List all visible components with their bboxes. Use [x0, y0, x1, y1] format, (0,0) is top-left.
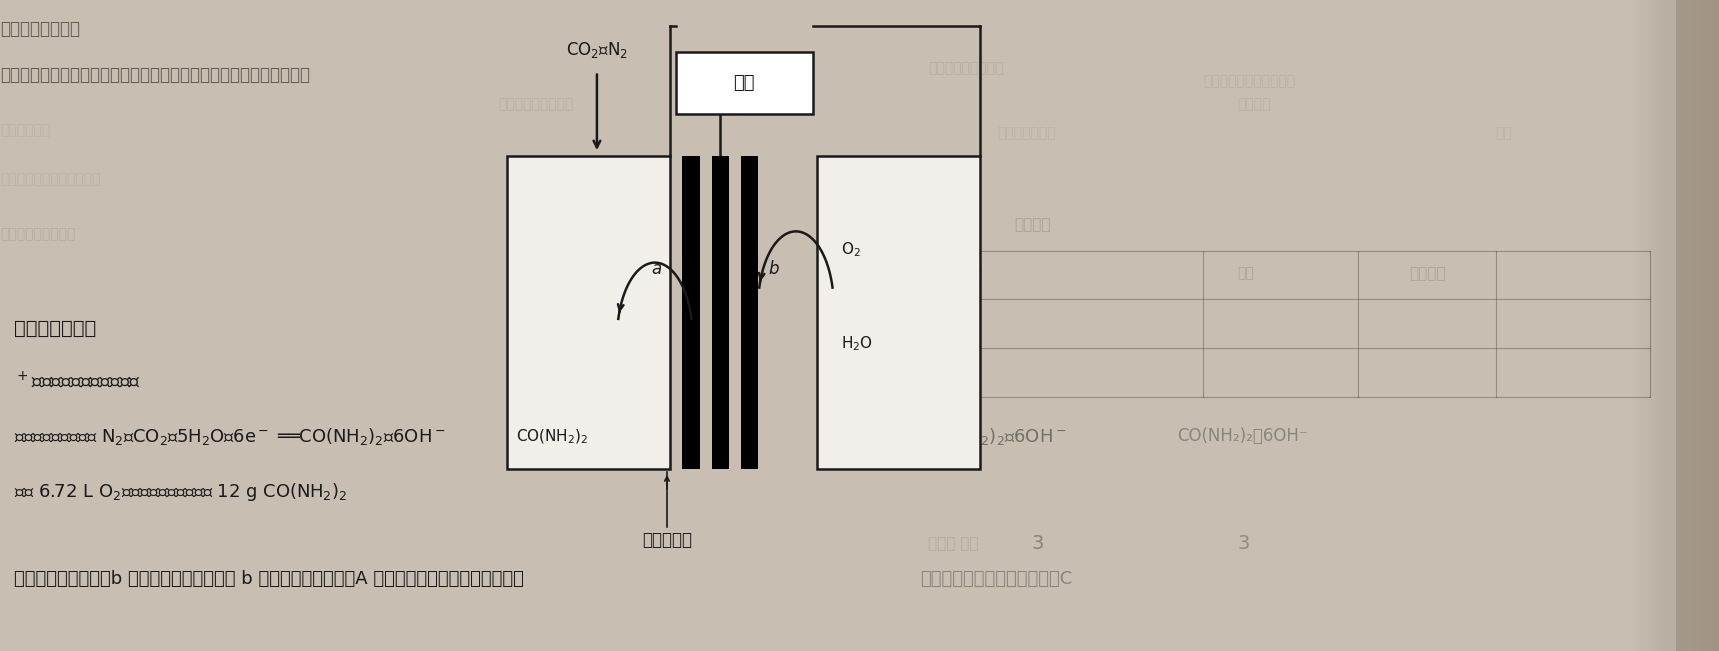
Text: a: a: [652, 260, 662, 278]
Bar: [1635, 0, 1671, 651]
Bar: [1702, 0, 1719, 651]
Bar: [1678, 0, 1714, 651]
Bar: [1650, 0, 1686, 651]
Bar: [1662, 0, 1698, 651]
Text: 小子弹类主初展尽内自动化: 小子弹类主初展尽内自动化: [0, 172, 100, 186]
Bar: [1695, 0, 1719, 651]
Text: H$_2$O: H$_2$O: [841, 335, 873, 353]
Bar: [1669, 0, 1705, 651]
Bar: [1652, 0, 1688, 651]
Text: 质子交换膜: 质子交换膜: [641, 531, 693, 549]
Bar: [676, 52, 813, 114]
Bar: [1683, 0, 1719, 651]
Bar: [1714, 0, 1719, 651]
Text: 中和战略的实现具有重要意义，电解原理如图所示。下列说法正确的是: 中和战略的实现具有重要意义，电解原理如图所示。下列说法正确的是: [0, 66, 309, 84]
Bar: [1633, 0, 1669, 651]
Text: 3: 3: [1238, 534, 1250, 553]
Text: 电极接电源负极: 电极接电源负极: [14, 319, 96, 339]
Bar: [1679, 0, 1716, 651]
Bar: [1667, 0, 1704, 651]
Bar: [1611, 0, 1647, 651]
Bar: [1599, 0, 1635, 651]
Bar: [712, 156, 729, 469]
Bar: [1666, 0, 1702, 651]
Text: 答案情况: 答案情况: [1410, 266, 1446, 281]
Text: 自动化小子弹: 自动化小子弹: [0, 123, 50, 137]
Bar: [1691, 0, 1719, 651]
Bar: [1709, 0, 1719, 651]
Bar: [682, 156, 700, 469]
Bar: [741, 156, 758, 469]
Bar: [1616, 0, 1652, 651]
Bar: [1643, 0, 1679, 651]
Text: 小子弹工业中心中研主任: 小子弹工业中心中研主任: [1203, 74, 1296, 89]
Text: 小子弹算子公小子弹: 小子弹算子公小子弹: [928, 61, 1004, 76]
Bar: [1600, 0, 1636, 651]
Bar: [1700, 0, 1719, 651]
Text: 答后答答目类展尽内: 答后答答目类展尽内: [499, 97, 574, 111]
Text: 答案情况: 答案情况: [928, 318, 961, 333]
Bar: [1676, 0, 1719, 651]
Text: 答卷: 答卷: [1496, 126, 1513, 141]
Text: CO(NH$_2$)$_2$: CO(NH$_2$)$_2$: [516, 428, 588, 446]
Bar: [1707, 0, 1719, 651]
Text: 研究发现；电催化: 研究发现；电催化: [0, 20, 81, 38]
Bar: [1704, 0, 1719, 651]
Bar: [1657, 0, 1693, 651]
Bar: [1697, 0, 1719, 651]
Bar: [1655, 0, 1691, 651]
Text: O$_2$: O$_2$: [841, 241, 861, 259]
Text: 答题策略: 答题策略: [920, 374, 952, 388]
Text: $^+$自左向右通过质子交换膜: $^+$自左向右通过质子交换膜: [14, 370, 141, 391]
Bar: [1717, 0, 1719, 651]
Bar: [1606, 0, 1642, 651]
Text: CO(NH$_2$)$_2$＋6OH$^-$: CO(NH$_2$)$_2$＋6OH$^-$: [920, 426, 1066, 447]
Text: 小子弹类主初展: 小子弹类主初展: [997, 126, 1055, 141]
Text: 研究发现: 研究发现: [1238, 97, 1270, 111]
Bar: [1604, 0, 1640, 651]
Bar: [1649, 0, 1685, 651]
Bar: [1638, 0, 1674, 651]
Text: CO(NH₂)₂＋6OH⁻: CO(NH₂)₂＋6OH⁻: [1178, 427, 1308, 445]
Bar: [1623, 0, 1659, 651]
Bar: [1673, 0, 1709, 651]
Bar: [1674, 0, 1710, 651]
Bar: [1686, 0, 1719, 651]
Bar: [1645, 0, 1681, 651]
Bar: [507, 156, 670, 469]
Text: 答题策略: 答题策略: [1014, 217, 1050, 232]
Bar: [817, 156, 980, 469]
Text: 生成 6.72 L O$_2$（标准状况），可生成 12 g CO(NH$_2$)$_2$: 生成 6.72 L O$_2$（标准状况），可生成 12 g CO(NH$_2$…: [14, 480, 347, 503]
Bar: [1631, 0, 1667, 651]
Bar: [1690, 0, 1719, 651]
Text: 题分: 题分: [1238, 266, 1255, 281]
Text: O₂入题情况: O₂入题情况: [928, 266, 983, 281]
Bar: [1712, 0, 1719, 651]
Text: 析：根据图示可知，b 电极发生氧化反应，故 b 应与电源正极相连，A 项错误；根据电解池中阳离子移: 析：根据图示可知，b 电极发生氧化反应，故 b 应与电源正极相连，A 项错误；根…: [14, 570, 524, 589]
Text: 3: 3: [1031, 534, 1043, 553]
Text: 答题策略的相关展示: 答题策略的相关展示: [0, 227, 76, 242]
Text: CO$_2$、N$_2$: CO$_2$、N$_2$: [566, 40, 627, 60]
Text: 答题策略: 答题策略: [928, 374, 961, 388]
Bar: [1685, 0, 1719, 651]
Text: b: b: [768, 260, 779, 278]
Bar: [1614, 0, 1650, 651]
Bar: [1628, 0, 1664, 651]
Bar: [1621, 0, 1657, 651]
Bar: [1618, 0, 1654, 651]
Bar: [1626, 0, 1662, 651]
Text: 电极的电极反应式为 N$_2$＋CO$_2$＋5H$_2$O－6e$^-$ ══CO(NH$_2$)$_2$＋6OH$^-$: 电极的电极反应式为 N$_2$＋CO$_2$＋5H$_2$O－6e$^-$ ══…: [14, 426, 445, 447]
Bar: [1609, 0, 1645, 651]
Text: 分析一 答案: 分析一 答案: [928, 536, 978, 551]
Bar: [1640, 0, 1676, 651]
Text: 电源: 电源: [734, 74, 755, 92]
Bar: [1661, 0, 1697, 651]
Text: ，这说得电子发生还原反应，C: ，这说得电子发生还原反应，C: [920, 570, 1073, 589]
